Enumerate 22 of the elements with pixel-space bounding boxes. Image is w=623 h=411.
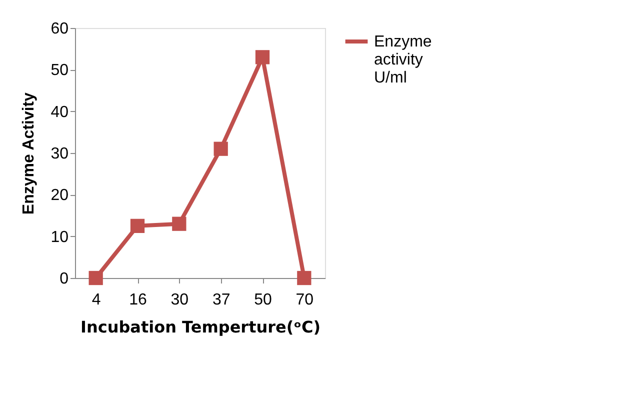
x-tick-label: 30 bbox=[170, 292, 189, 308]
point bbox=[255, 50, 270, 64]
legend-label: Enzyme activity U/ml bbox=[374, 34, 432, 86]
x-tick-label: 16 bbox=[129, 292, 147, 308]
y-tick-label: 50 bbox=[50, 62, 69, 80]
y-tick-label: 10 bbox=[50, 228, 69, 246]
point bbox=[130, 218, 145, 233]
x-tick-label: 4 bbox=[92, 292, 101, 308]
point bbox=[214, 142, 228, 156]
x-tick-label: 37 bbox=[212, 292, 230, 308]
y-tick-label: 30 bbox=[50, 146, 69, 162]
x-tick-label: 50 bbox=[254, 292, 272, 308]
y-tick-label: 20 bbox=[50, 187, 69, 204]
point bbox=[88, 270, 103, 286]
y-tick-label: 0 bbox=[60, 270, 69, 288]
x-tick-label: 70 bbox=[296, 292, 314, 308]
point bbox=[297, 270, 312, 286]
x-axis-title: Incubation Temperture(ᵒC) bbox=[80, 318, 321, 336]
y-tick-label: 60 bbox=[50, 20, 69, 38]
point bbox=[172, 216, 186, 231]
y-tick-label: 40 bbox=[50, 104, 69, 121]
y-axis-title: Enzyme Activity bbox=[20, 92, 38, 215]
